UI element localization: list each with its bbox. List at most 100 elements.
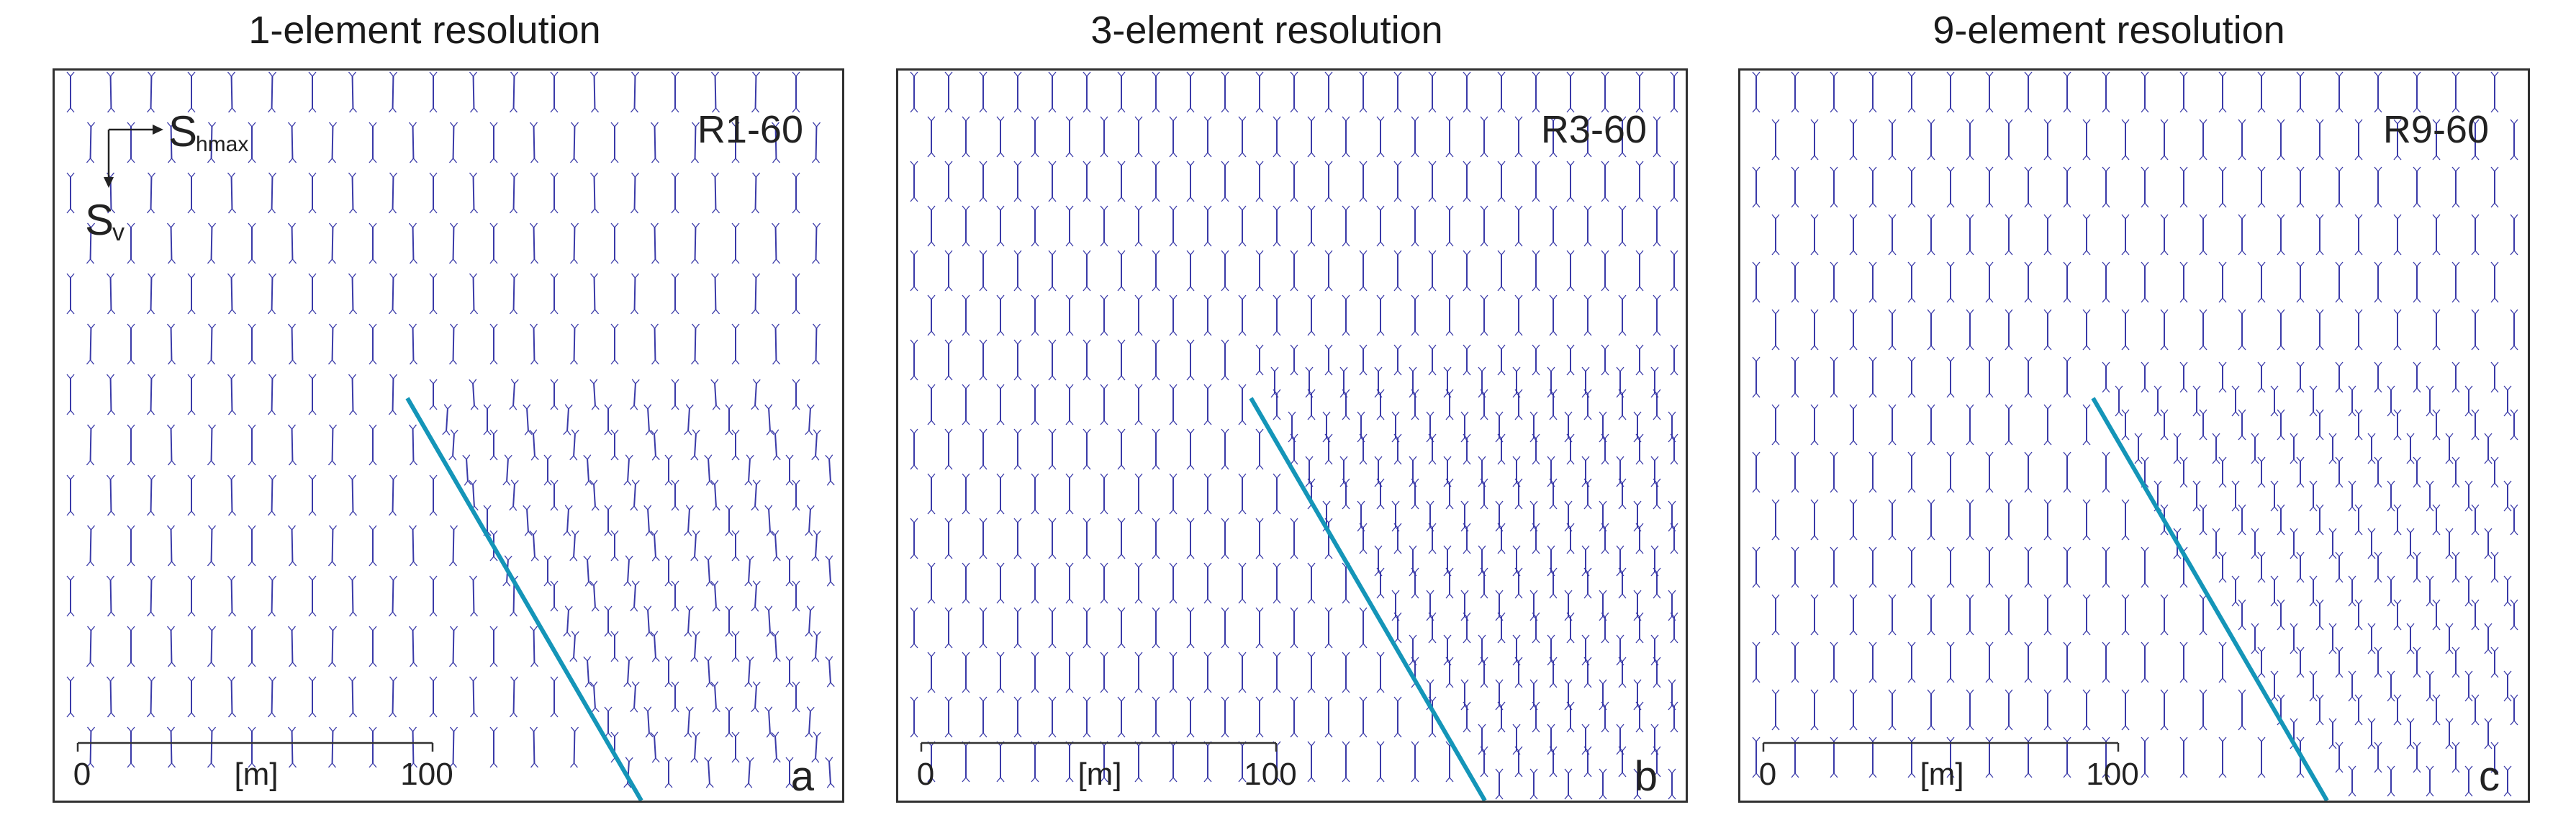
stress-glyph [1650,545,1659,577]
stress-glyph [2393,504,2402,536]
stress-glyph [2451,166,2460,208]
stress-glyph [2348,480,2356,512]
stress-glyph [369,222,377,264]
stress-glyph [650,429,660,461]
stress-glyph [1549,116,1558,158]
stress-glyph [1083,250,1091,292]
stress-glyph [785,656,794,688]
stress-glyph [187,676,196,718]
stress-glyph [2335,646,2344,678]
stress-glyph [1117,607,1126,649]
stress-glyph [1117,71,1126,113]
stress-glyph [166,726,176,768]
stress-glyph [1618,478,1627,510]
stress-glyph [684,706,694,738]
stress-glyph [811,122,821,163]
stress-glyph [1443,456,1452,487]
stress-glyph [2387,480,2395,512]
stress-glyph [1445,657,1454,688]
stress-glyph [2043,214,2052,256]
stress-glyph [187,474,196,516]
stress-glyph [1013,428,1022,470]
stress-glyph [1601,433,1609,465]
stress-glyph [308,273,317,315]
stress-glyph [2374,456,2382,488]
stress-glyph [1752,71,1761,113]
stress-glyph [684,404,694,436]
stress-glyph [1480,567,1488,599]
stress-glyph [1065,384,1074,425]
stress-glyph [1849,309,1858,351]
stress-glyph [1463,523,1471,554]
stress-glyph [2141,71,2149,113]
stress-glyph [1566,344,1575,376]
stress-glyph [388,474,398,516]
stress-glyph [1810,309,1819,351]
stress-glyph [1445,478,1454,510]
stress-glyph [207,222,217,264]
stress-glyph [1514,389,1523,420]
stress-glyph [1100,473,1108,515]
stress-glyph [1653,746,1661,778]
stress-glyph [1771,214,1780,256]
stress-glyph [650,122,660,163]
stress-glyph [1635,161,1644,202]
stress-glyph [650,222,660,264]
stress-glyph [764,706,774,738]
stress-glyph [2490,71,2499,113]
stress-glyph [792,479,800,511]
stress-glyph [429,379,438,410]
stress-glyph [2102,546,2110,588]
stress-glyph [1480,389,1488,420]
stress-glyph [2121,119,2130,161]
stress-glyph [2154,385,2162,417]
stress-glyph [543,454,552,486]
stress-glyph [2192,385,2201,417]
stress-glyph [1359,696,1368,738]
vertical-stress-subscript: v [112,219,125,246]
stress-glyph [1152,607,1160,649]
stress-glyph [1830,166,1838,208]
stress-glyph [1428,523,1437,554]
stress-glyph [1514,478,1523,510]
stress-glyph [1169,384,1178,425]
stress-glyph [962,384,970,425]
stress-glyph [448,323,458,365]
stress-glyph [1946,546,1955,588]
stress-glyph [684,505,694,536]
stress-glyph [1428,433,1437,465]
stress-glyph [1428,612,1437,644]
stress-glyph [690,731,700,763]
stress-glyph [996,384,1005,425]
stress-glyph [2063,356,2071,398]
stress-glyph [1169,562,1178,604]
stress-glyph [1868,451,1877,493]
stress-glyph [927,473,936,515]
stress-glyph [2503,765,2512,797]
stress-glyph [308,172,317,214]
stress-glyph [589,479,600,511]
stress-glyph [1463,250,1471,292]
stress-glyph [569,631,579,662]
stress-glyph [1152,339,1160,381]
stress-glyph [2199,594,2207,636]
stress-glyph [2179,641,2188,683]
stress-glyph [2406,433,2415,464]
stress-glyph [1635,344,1644,376]
stress-glyph [1428,71,1437,113]
vertical-stress-symbol: S [85,196,114,244]
stress-glyph [1927,594,1935,636]
stress-glyph [623,555,633,587]
stress-glyph [979,161,988,202]
stress-glyph [1083,339,1091,381]
stress-glyph [1618,746,1627,778]
stress-glyph [127,222,135,264]
stress-glyph [630,681,640,713]
stress-glyph [2406,528,2415,559]
stress-glyph [1985,261,1994,303]
stress-glyph [2374,646,2382,678]
stress-glyph [1460,500,1469,532]
stress-glyph [2426,385,2434,417]
stress-glyph [1868,736,1877,778]
stress-glyph [1186,607,1195,649]
